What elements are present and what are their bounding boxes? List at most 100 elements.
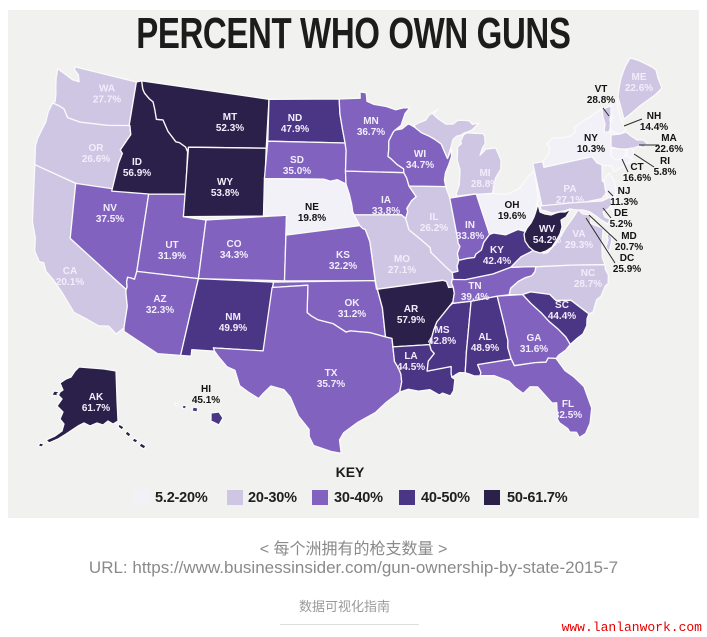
svg-text:26.2%: 26.2% bbox=[420, 223, 448, 234]
svg-text:28.8%: 28.8% bbox=[471, 179, 499, 190]
svg-text:CO: CO bbox=[227, 239, 242, 250]
svg-text:MD: MD bbox=[621, 231, 637, 242]
svg-text:31.2%: 31.2% bbox=[338, 309, 366, 320]
svg-text:ME: ME bbox=[632, 72, 647, 83]
svg-text:14.4%: 14.4% bbox=[640, 122, 668, 133]
svg-text:28.8%: 28.8% bbox=[587, 95, 615, 106]
svg-text:VA: VA bbox=[572, 229, 585, 240]
svg-text:47.9%: 47.9% bbox=[281, 124, 309, 135]
svg-text:5.2-20%: 5.2-20% bbox=[155, 490, 208, 506]
svg-text:NV: NV bbox=[103, 203, 117, 214]
svg-text:SD: SD bbox=[290, 155, 304, 166]
svg-text:10.3%: 10.3% bbox=[577, 144, 605, 155]
svg-text:42.8%: 42.8% bbox=[428, 336, 456, 347]
svg-text:IL: IL bbox=[430, 212, 439, 223]
svg-text:WY: WY bbox=[217, 177, 233, 188]
svg-text:AZ: AZ bbox=[153, 294, 166, 305]
svg-text:28.7%: 28.7% bbox=[574, 279, 602, 290]
svg-text:VT: VT bbox=[595, 84, 608, 95]
svg-text:HI: HI bbox=[201, 384, 211, 395]
svg-text:TX: TX bbox=[325, 368, 338, 379]
svg-text:52.3%: 52.3% bbox=[216, 123, 244, 134]
svg-text:31.9%: 31.9% bbox=[158, 251, 186, 262]
svg-text:49.9%: 49.9% bbox=[219, 323, 247, 334]
svg-text:CA: CA bbox=[63, 266, 77, 277]
svg-text:32.3%: 32.3% bbox=[146, 305, 174, 316]
svg-text:35.0%: 35.0% bbox=[283, 166, 311, 177]
svg-text:27.1%: 27.1% bbox=[388, 265, 416, 276]
svg-text:29.3%: 29.3% bbox=[565, 240, 593, 251]
svg-text:33.8%: 33.8% bbox=[372, 206, 400, 217]
svg-text:16.6%: 16.6% bbox=[623, 173, 651, 184]
svg-text:20-30%: 20-30% bbox=[248, 490, 297, 506]
svg-text:DE: DE bbox=[614, 208, 628, 219]
svg-text:42.4%: 42.4% bbox=[483, 256, 511, 267]
svg-text:TN: TN bbox=[468, 281, 481, 292]
svg-text:32.2%: 32.2% bbox=[329, 261, 357, 272]
svg-text:30-40%: 30-40% bbox=[334, 490, 383, 506]
svg-text:37.5%: 37.5% bbox=[96, 214, 124, 225]
svg-text:27.1%: 27.1% bbox=[556, 195, 584, 206]
svg-text:PA: PA bbox=[563, 184, 576, 195]
svg-text:54.2%: 54.2% bbox=[533, 235, 561, 246]
svg-text:56.9%: 56.9% bbox=[123, 168, 151, 179]
svg-text:MN: MN bbox=[363, 116, 379, 127]
svg-text:20.1%: 20.1% bbox=[56, 277, 84, 288]
svg-text:NY: NY bbox=[584, 133, 598, 144]
svg-text:MI: MI bbox=[479, 168, 490, 179]
svg-text:45.1%: 45.1% bbox=[192, 395, 220, 406]
svg-text:26.6%: 26.6% bbox=[82, 154, 110, 165]
svg-text:ID: ID bbox=[132, 157, 142, 168]
svg-text:MO: MO bbox=[394, 254, 410, 265]
svg-text:WI: WI bbox=[414, 149, 426, 160]
svg-text:IN: IN bbox=[465, 220, 475, 231]
svg-text:22.6%: 22.6% bbox=[625, 83, 653, 94]
svg-text:35.7%: 35.7% bbox=[317, 379, 345, 390]
svg-text:KY: KY bbox=[490, 245, 504, 256]
svg-text:OH: OH bbox=[505, 200, 520, 211]
svg-text:22.6%: 22.6% bbox=[655, 144, 683, 155]
svg-text:31.6%: 31.6% bbox=[520, 344, 548, 355]
svg-text:UT: UT bbox=[165, 240, 178, 251]
svg-text:KS: KS bbox=[336, 250, 350, 261]
svg-text:CT: CT bbox=[630, 162, 643, 173]
svg-text:19.6%: 19.6% bbox=[498, 211, 526, 222]
svg-text:RI: RI bbox=[660, 156, 670, 167]
svg-text:MT: MT bbox=[223, 112, 237, 123]
svg-text:MS: MS bbox=[435, 325, 450, 336]
svg-text:OR: OR bbox=[89, 143, 105, 154]
svg-text:KEY: KEY bbox=[336, 464, 365, 480]
svg-text:WA: WA bbox=[99, 84, 115, 95]
svg-text:40-50%: 40-50% bbox=[421, 490, 470, 506]
svg-text:5.2%: 5.2% bbox=[610, 219, 633, 230]
svg-text:MA: MA bbox=[661, 133, 677, 144]
svg-text:20.7%: 20.7% bbox=[615, 242, 643, 253]
svg-text:AL: AL bbox=[478, 332, 491, 343]
svg-text:WV: WV bbox=[539, 224, 555, 235]
svg-text:OK: OK bbox=[345, 298, 361, 309]
svg-text:FL: FL bbox=[562, 399, 574, 410]
svg-text:50-61.7%: 50-61.7% bbox=[507, 490, 568, 506]
svg-text:AK: AK bbox=[89, 392, 104, 403]
svg-text:11.3%: 11.3% bbox=[610, 197, 638, 208]
svg-text:34.7%: 34.7% bbox=[406, 160, 434, 171]
svg-text:48.9%: 48.9% bbox=[471, 343, 499, 354]
svg-text:ND: ND bbox=[288, 113, 302, 124]
svg-text:GA: GA bbox=[527, 333, 542, 344]
svg-text:53.8%: 53.8% bbox=[211, 188, 239, 199]
svg-text:39.4%: 39.4% bbox=[461, 292, 489, 303]
svg-text:25.9%: 25.9% bbox=[613, 264, 641, 275]
svg-text:NE: NE bbox=[305, 202, 319, 213]
svg-text:27.7%: 27.7% bbox=[93, 95, 121, 106]
svg-text:NJ: NJ bbox=[618, 186, 631, 197]
svg-text:NH: NH bbox=[647, 111, 661, 122]
svg-text:IA: IA bbox=[381, 195, 391, 206]
svg-text:44.4%: 44.4% bbox=[548, 311, 576, 322]
svg-text:NC: NC bbox=[581, 268, 595, 279]
svg-text:44.5%: 44.5% bbox=[397, 362, 425, 373]
svg-text:34.3%: 34.3% bbox=[220, 250, 248, 261]
svg-text:DC: DC bbox=[620, 253, 634, 264]
svg-text:LA: LA bbox=[404, 351, 417, 362]
svg-text:19.8%: 19.8% bbox=[298, 213, 326, 224]
svg-text:33.8%: 33.8% bbox=[456, 231, 484, 242]
